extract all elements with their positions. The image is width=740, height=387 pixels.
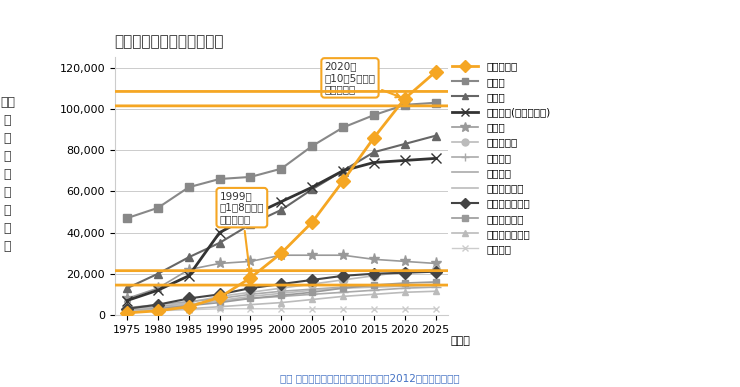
Text: 2020年
約10万5千人が
前立腺がん: 2020年 約10万5千人が 前立腺がん: [324, 61, 400, 97]
Text: がん
罹
患
者
数
（
男
性
）: がん 罹 患 者 数 （ 男 性 ）: [0, 96, 15, 253]
Text: 1999年
約1万8千人が
前立腺がん: 1999年 約1万8千人が 前立腺がん: [220, 191, 264, 273]
Text: 前立腺がんの患者数の推移: 前立腺がんの患者数の推移: [115, 34, 224, 50]
Legend: 前立腺がん, 胃がん, 肺がん, 大腸がん(結腸・直腸), 肝がん, すい臓がん, 食道がん, 膀胱がん, 腎・尿路がん, 胆嚢・胆管がん, 悪性リンパ腫, 口: 前立腺がん, 胃がん, 肺がん, 大腸がん(結腸・直腸), 肝がん, すい臓がん…: [448, 57, 555, 258]
Text: （年）: （年）: [451, 336, 471, 346]
Text: 大島 明ほか（編）：がん・統計白書－2012，篠原出版新社: 大島 明ほか（編）：がん・統計白書－2012，篠原出版新社: [280, 373, 460, 383]
